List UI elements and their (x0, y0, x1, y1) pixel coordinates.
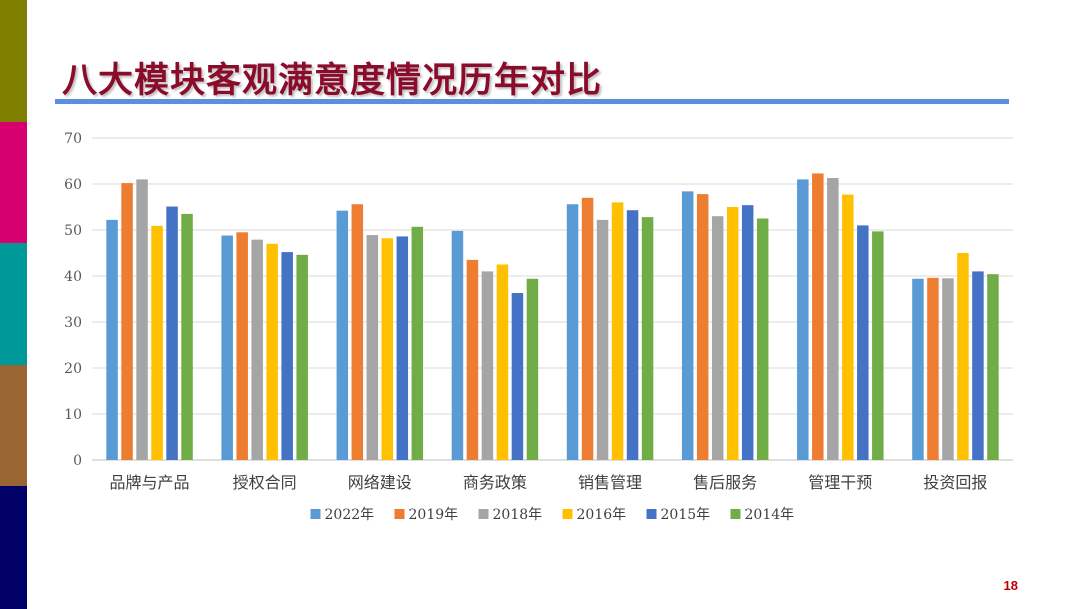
x-tick-label: 授权合同 (233, 473, 297, 492)
bar (266, 243, 278, 460)
bar (927, 277, 939, 460)
bar (812, 173, 824, 461)
bar (296, 254, 308, 460)
legend-label: 2018年 (493, 507, 543, 523)
legend-label: 2022年 (325, 507, 375, 523)
bar (957, 253, 969, 460)
bar (526, 278, 539, 460)
legend-label: 2016年 (577, 507, 627, 523)
y-tick-label: 70 (64, 131, 82, 147)
side-color-segment (0, 364, 27, 488)
bar (912, 278, 924, 460)
slide-title: 八大模块客观满意度情况历年对比 (62, 60, 603, 101)
x-tick-label: 投资回报 (923, 473, 987, 492)
bar (396, 236, 409, 460)
legend-label: 2015年 (661, 507, 711, 523)
bar (711, 216, 724, 460)
legend-swatch (394, 509, 405, 519)
y-tick-label: 50 (64, 223, 82, 239)
bar (581, 197, 594, 461)
side-color-segment (0, 0, 27, 123)
legend-swatch (478, 509, 489, 519)
x-tick-label: 品牌与产品 (110, 473, 190, 492)
side-color-segment (0, 486, 27, 609)
legend-label: 2014年 (745, 507, 795, 523)
y-tick-label: 40 (64, 269, 82, 285)
bar (987, 274, 999, 460)
title-underline (55, 99, 1009, 104)
bar (281, 252, 293, 460)
bar (181, 213, 193, 460)
y-tick-label: 10 (64, 407, 82, 423)
page-number: 18 (1003, 578, 1018, 593)
bar (872, 231, 884, 460)
bar (626, 210, 639, 460)
bar (611, 202, 624, 460)
y-tick-label: 30 (64, 315, 82, 331)
bar (251, 239, 263, 460)
bar (696, 194, 709, 460)
bar (351, 204, 364, 460)
side-color-segment (0, 243, 27, 366)
bar (121, 183, 133, 460)
bar (381, 238, 394, 460)
bar (797, 179, 809, 460)
bar (466, 259, 479, 460)
legend-swatch (730, 509, 741, 519)
bar (596, 219, 609, 460)
bar (641, 217, 654, 460)
bar (451, 230, 464, 460)
bar (221, 235, 233, 460)
bar (336, 210, 349, 460)
y-tick-label: 60 (64, 177, 82, 193)
x-tick-label: 商务政策 (463, 473, 527, 492)
bar (942, 278, 954, 460)
legend-swatch (646, 509, 657, 519)
bar (411, 226, 424, 460)
bar (496, 264, 509, 460)
bar (827, 178, 839, 460)
legend-label: 2019年 (409, 507, 459, 523)
side-color-bar (0, 0, 27, 609)
y-tick-label: 0 (73, 453, 82, 469)
bar (236, 232, 248, 460)
x-tick-label: 网络建设 (348, 473, 412, 492)
bar (481, 271, 494, 460)
bar (136, 179, 148, 460)
bar (106, 219, 118, 460)
bar (166, 206, 178, 460)
bar (511, 293, 524, 460)
legend-swatch (562, 509, 573, 519)
bar (756, 218, 769, 460)
x-tick-label: 销售管理 (578, 473, 642, 492)
bar (972, 271, 984, 460)
bar (726, 207, 739, 460)
bar (857, 225, 869, 460)
bar (741, 205, 754, 460)
bar (366, 235, 379, 460)
x-tick-label: 售后服务 (693, 473, 757, 492)
side-color-segment (0, 121, 27, 245)
bar (842, 194, 854, 460)
legend-swatch (310, 509, 321, 519)
bar (681, 191, 694, 461)
x-tick-label: 管理干预 (808, 473, 872, 492)
bar (566, 204, 579, 460)
bar (151, 225, 163, 460)
y-tick-label: 20 (64, 361, 82, 377)
